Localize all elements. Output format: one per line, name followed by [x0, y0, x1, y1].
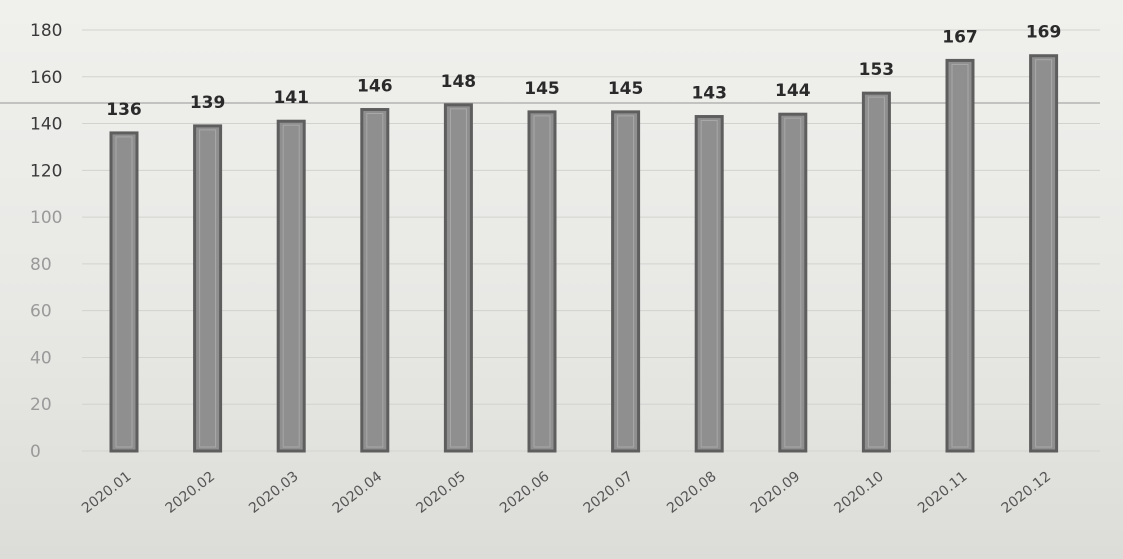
- x-tick-label: 2020.08: [664, 469, 719, 517]
- x-axis-ticks: 2020.01 2020.02 2020.03 2020.04 2020.05 2020.…: [79, 468, 1054, 516]
- x-tick-label: 2020.09: [748, 469, 803, 517]
- bar-highlight: [617, 115, 635, 448]
- bar-2020.11: [945, 58, 975, 453]
- bar-2020.08: [694, 115, 724, 453]
- data-label: 143: [691, 84, 727, 104]
- data-label: 167: [942, 27, 978, 47]
- data-label: 169: [1026, 23, 1062, 43]
- bar-2020.01: [109, 131, 139, 453]
- bar-2020.07: [611, 110, 641, 453]
- y-tick-label: 0: [30, 442, 41, 462]
- bar-2020.09: [778, 112, 808, 453]
- bar-highlight: [951, 63, 969, 448]
- bar-highlight: [282, 124, 300, 448]
- bar-highlight: [700, 120, 718, 448]
- data-label: 136: [106, 100, 142, 120]
- y-tick-label: 40: [30, 348, 52, 368]
- bar-highlight: [533, 115, 551, 448]
- y-tick-label: 80: [30, 255, 52, 275]
- y-tick-label: 180: [30, 21, 62, 41]
- y-tick-label: 140: [30, 115, 62, 135]
- x-tick-label: 2020.07: [581, 469, 636, 517]
- bar-2020.10: [861, 91, 891, 453]
- bar-2020.05: [443, 103, 473, 453]
- bar-highlight: [115, 136, 133, 448]
- bar-2020.04: [360, 108, 390, 453]
- data-label: 141: [273, 88, 309, 108]
- x-tick-label: 2020.04: [330, 468, 386, 516]
- y-tick-label: 120: [30, 161, 62, 181]
- y-tick-label: 60: [30, 302, 52, 322]
- data-label: 139: [190, 93, 226, 113]
- bar-highlight: [867, 96, 885, 448]
- bar-2020.02: [193, 124, 223, 453]
- data-label: 146: [357, 77, 393, 97]
- data-label: 144: [775, 81, 811, 101]
- bar-highlight: [366, 113, 384, 448]
- data-label: 145: [608, 79, 644, 99]
- data-label: 148: [441, 72, 477, 92]
- x-tick-label: 2020.03: [246, 469, 301, 517]
- bar-highlight: [1035, 59, 1053, 448]
- x-tick-label: 2020.05: [413, 469, 468, 517]
- y-axis-ticks: 0 20 40 60 80 100 120 140 160 180: [30, 21, 62, 462]
- bar-2020.03: [276, 119, 306, 453]
- x-tick-label: 2020.06: [497, 468, 553, 516]
- data-label: 145: [524, 79, 560, 99]
- gridlines: [0, 29, 1100, 452]
- x-tick-label: 2020.11: [915, 469, 970, 517]
- x-tick-label: 2020.01: [79, 469, 134, 517]
- x-tick-label: 2020.02: [163, 469, 218, 517]
- x-tick-label: 2020.12: [999, 469, 1054, 517]
- y-tick-label: 20: [30, 395, 52, 415]
- bar-highlight: [784, 117, 802, 448]
- bar-highlight: [199, 129, 217, 448]
- bar-highlight: [449, 108, 467, 448]
- y-tick-label: 100: [30, 208, 62, 228]
- bar-2020.12: [1029, 54, 1059, 453]
- bars: [109, 54, 1059, 453]
- data-labels: 136 139 141 146 148 145 145 143 144 153 167 169: [106, 23, 1061, 120]
- data-label: 153: [859, 60, 895, 80]
- y-tick-label: 160: [30, 68, 62, 88]
- bar-2020.06: [527, 110, 557, 453]
- x-tick-label: 2020.10: [831, 469, 886, 517]
